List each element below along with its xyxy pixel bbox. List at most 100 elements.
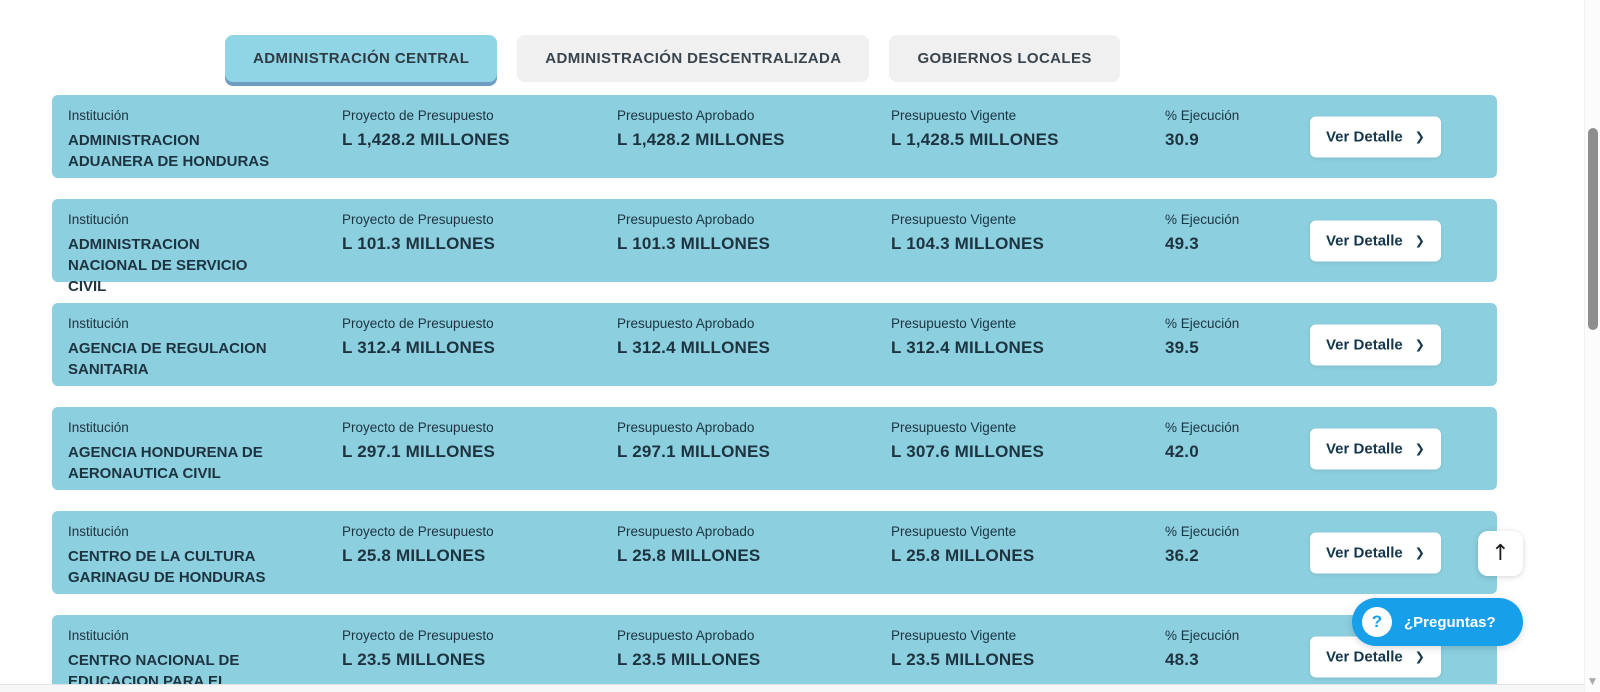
institution-cell: Institución AGENCIA HONDURENA DE AERONAU… (68, 420, 342, 490)
institution-cell: Institución CENTRO DE LA CULTURA GARINAG… (68, 524, 342, 594)
proyecto-presupuesto-label: Proyecto de Presupuesto (342, 420, 494, 435)
presupuesto-aprobado-cell: Presupuesto Aprobado L 23.5 MILLONES (617, 628, 891, 692)
proyecto-presupuesto-value: L 297.1 MILLONES (342, 442, 496, 461)
institution-row: Institución ADMINISTRACION NACIONAL DE S… (52, 199, 1497, 295)
scrollbar-down-icon[interactable]: ▼ (1589, 677, 1596, 687)
ver-detalle-button[interactable]: Ver Detalle ❯ (1310, 428, 1441, 469)
ver-detalle-button[interactable]: Ver Detalle ❯ (1310, 220, 1441, 261)
vertical-scrollbar[interactable]: ▼ (1584, 0, 1600, 692)
ver-detalle-label: Ver Detalle (1326, 544, 1403, 561)
tab-administracion-descentralizada[interactable]: ADMINISTRACIÓN DESCENTRALIZADA (517, 35, 870, 82)
arrow-up-icon: ↑ (1491, 540, 1510, 566)
questions-chat-button[interactable]: ? ¿Preguntas? (1352, 598, 1523, 646)
institution-column-label: Institución (68, 212, 129, 227)
institution-row: Institución CENTRO NACIONAL DE EDUCACION… (52, 615, 1497, 692)
institution-cell: Institución AGENCIA DE REGULACION SANITA… (68, 316, 342, 386)
institution-row: Institución AGENCIA HONDURENA DE AERONAU… (52, 407, 1497, 490)
ver-detalle-button[interactable]: Ver Detalle ❯ (1310, 116, 1441, 157)
proyecto-presupuesto-value: L 1,428.2 MILLONES (342, 130, 510, 149)
presupuesto-aprobado-value: L 297.1 MILLONES (617, 442, 771, 461)
presupuesto-aprobado-cell: Presupuesto Aprobado L 25.8 MILLONES (617, 524, 891, 594)
scroll-to-top-button[interactable]: ↑ (1478, 531, 1523, 576)
ejecucion-cell: % Ejecución 48.3 (1165, 628, 1310, 692)
ejecucion-value: 39.5 (1165, 338, 1199, 357)
ejecucion-label: % Ejecución (1165, 316, 1240, 331)
presupuesto-aprobado-label: Presupuesto Aprobado (617, 108, 755, 123)
institution-column-label: Institución (68, 108, 129, 123)
presupuesto-vigente-cell: Presupuesto Vigente L 1,428.5 MILLONES (891, 108, 1165, 178)
institution-name: AGENCIA DE REGULACION SANITARIA (68, 340, 267, 378)
scrollbar-thumb[interactable] (1588, 128, 1598, 330)
chevron-right-icon: ❯ (1414, 441, 1425, 456)
institutions-list: Institución ADMINISTRACION ADUANERA DE H… (52, 95, 1497, 692)
institution-row: Institución CENTRO DE LA CULTURA GARINAG… (52, 511, 1497, 594)
ver-detalle-label: Ver Detalle (1326, 440, 1403, 457)
presupuesto-vigente-label: Presupuesto Vigente (891, 524, 1017, 539)
proyecto-presupuesto-cell: Proyecto de Presupuesto L 101.3 MILLONES (342, 212, 617, 282)
presupuesto-vigente-value: L 307.6 MILLONES (891, 442, 1045, 461)
proyecto-presupuesto-value: L 312.4 MILLONES (342, 338, 496, 357)
presupuesto-aprobado-cell: Presupuesto Aprobado L 1,428.2 MILLONES (617, 108, 891, 178)
tab-administracion-central[interactable]: ADMINISTRACIÓN CENTRAL (225, 35, 498, 82)
ejecucion-cell: % Ejecución 49.3 (1165, 212, 1310, 282)
institution-name: ADMINISTRACION NACIONAL DE SERVICIO CIVI… (68, 236, 248, 295)
ejecucion-value: 49.3 (1165, 234, 1199, 253)
chevron-right-icon: ❯ (1414, 649, 1425, 664)
ejecucion-label: % Ejecución (1165, 108, 1240, 123)
presupuesto-vigente-cell: Presupuesto Vigente L 23.5 MILLONES (891, 628, 1165, 692)
ver-detalle-label: Ver Detalle (1326, 648, 1403, 665)
chevron-right-icon: ❯ (1414, 129, 1425, 144)
presupuesto-aprobado-value: L 312.4 MILLONES (617, 338, 771, 357)
presupuesto-aprobado-label: Presupuesto Aprobado (617, 524, 755, 539)
ejecucion-value: 48.3 (1165, 650, 1199, 669)
presupuesto-vigente-cell: Presupuesto Vigente L 307.6 MILLONES (891, 420, 1165, 490)
presupuesto-vigente-value: L 25.8 MILLONES (891, 546, 1035, 565)
presupuesto-vigente-label: Presupuesto Vigente (891, 420, 1017, 435)
institution-column-label: Institución (68, 316, 129, 331)
tab-bar: ADMINISTRACIÓN CENTRAL ADMINISTRACIÓN DE… (225, 35, 1120, 82)
presupuesto-aprobado-label: Presupuesto Aprobado (617, 628, 755, 643)
presupuesto-aprobado-value: L 25.8 MILLONES (617, 546, 761, 565)
presupuesto-vigente-cell: Presupuesto Vigente L 25.8 MILLONES (891, 524, 1165, 594)
institution-cell: Institución ADMINISTRACION ADUANERA DE H… (68, 108, 342, 178)
institution-name: AGENCIA HONDURENA DE AERONAUTICA CIVIL (68, 444, 263, 482)
tab-gobiernos-locales[interactable]: GOBIERNOS LOCALES (889, 35, 1120, 82)
ejecucion-cell: % Ejecución 39.5 (1165, 316, 1310, 386)
presupuesto-vigente-label: Presupuesto Vigente (891, 316, 1017, 331)
presupuesto-vigente-cell: Presupuesto Vigente L 312.4 MILLONES (891, 316, 1165, 386)
questions-label: ¿Preguntas? (1404, 613, 1496, 631)
ver-detalle-button[interactable]: Ver Detalle ❯ (1310, 324, 1441, 365)
question-mark-icon: ? (1362, 607, 1392, 637)
ver-detalle-label: Ver Detalle (1326, 336, 1403, 353)
ver-detalle-button[interactable]: Ver Detalle ❯ (1310, 532, 1441, 573)
proyecto-presupuesto-cell: Proyecto de Presupuesto L 312.4 MILLONES (342, 316, 617, 386)
ejecucion-label: % Ejecución (1165, 212, 1240, 227)
institution-cell: Institución ADMINISTRACION NACIONAL DE S… (68, 212, 342, 295)
institution-row: Institución ADMINISTRACION ADUANERA DE H… (52, 95, 1497, 178)
institution-column-label: Institución (68, 420, 129, 435)
presupuesto-vigente-label: Presupuesto Vigente (891, 212, 1017, 227)
proyecto-presupuesto-label: Proyecto de Presupuesto (342, 212, 494, 227)
proyecto-presupuesto-value: L 101.3 MILLONES (342, 234, 496, 253)
institution-row: Institución AGENCIA DE REGULACION SANITA… (52, 303, 1497, 386)
proyecto-presupuesto-value: L 25.8 MILLONES (342, 546, 486, 565)
proyecto-presupuesto-label: Proyecto de Presupuesto (342, 628, 494, 643)
ejecucion-cell: % Ejecución 36.2 (1165, 524, 1310, 594)
ejecucion-label: % Ejecución (1165, 420, 1240, 435)
chevron-right-icon: ❯ (1414, 233, 1425, 248)
ejecucion-value: 42.0 (1165, 442, 1199, 461)
presupuesto-aprobado-cell: Presupuesto Aprobado L 101.3 MILLONES (617, 212, 891, 282)
presupuesto-aprobado-label: Presupuesto Aprobado (617, 420, 755, 435)
proyecto-presupuesto-label: Proyecto de Presupuesto (342, 524, 494, 539)
ver-detalle-label: Ver Detalle (1326, 232, 1403, 249)
proyecto-presupuesto-cell: Proyecto de Presupuesto L 1,428.2 MILLON… (342, 108, 617, 178)
proyecto-presupuesto-cell: Proyecto de Presupuesto L 297.1 MILLONES (342, 420, 617, 490)
institution-name: CENTRO DE LA CULTURA GARINAGU DE HONDURA… (68, 548, 266, 586)
proyecto-presupuesto-cell: Proyecto de Presupuesto L 23.5 MILLONES (342, 628, 617, 692)
ejecucion-cell: % Ejecución 42.0 (1165, 420, 1310, 490)
proyecto-presupuesto-value: L 23.5 MILLONES (342, 650, 486, 669)
presupuesto-vigente-cell: Presupuesto Vigente L 104.3 MILLONES (891, 212, 1165, 282)
presupuesto-vigente-value: L 23.5 MILLONES (891, 650, 1035, 669)
chevron-right-icon: ❯ (1414, 545, 1425, 560)
